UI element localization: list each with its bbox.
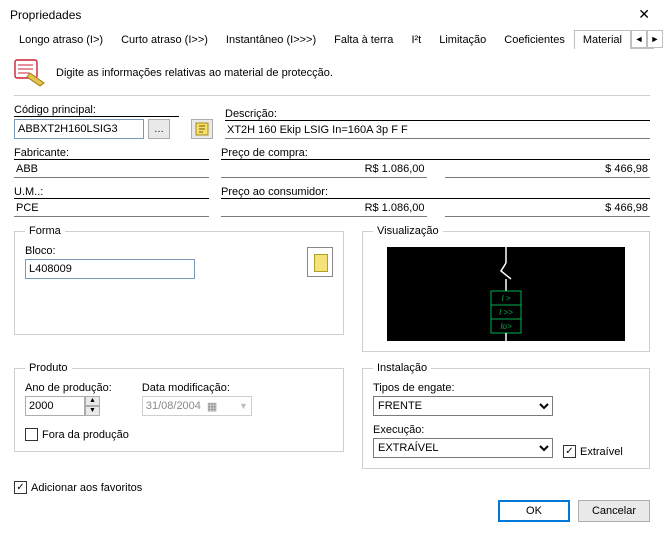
ano-label: Ano de produção: [25, 382, 112, 394]
browse-button[interactable]: … [148, 119, 170, 139]
instalacao-legend: Instalação [373, 362, 431, 374]
tipos-engate-label: Tipos de engate: [373, 382, 639, 394]
svg-text:Io>: Io> [500, 322, 512, 331]
checkbox-box: ✓ [14, 481, 27, 494]
preco-compra-1: R$ 1.086,00 [221, 162, 427, 178]
ano-up[interactable]: ▲ [85, 396, 100, 406]
um-label: U.M..: [14, 186, 209, 199]
data-mod-value: 31/08/2004 [146, 400, 201, 412]
extraivel-checkbox[interactable]: ✓ Extraível [563, 445, 623, 458]
data-mod-field: 31/08/2004 ▦ ▼ [142, 396, 252, 416]
fora-producao-checkbox[interactable]: Fora da produção [25, 428, 333, 441]
preco-compra-2: $ 466,98 [445, 162, 651, 178]
cancel-button[interactable]: Cancelar [578, 500, 650, 522]
ok-button[interactable]: OK [498, 500, 570, 522]
intro-text: Digite as informações relativas ao mater… [56, 67, 333, 79]
execucao-select[interactable]: EXTRAÍVEL [373, 438, 553, 458]
tab-falta-terra[interactable]: Falta à terra [325, 30, 402, 49]
favoritos-checkbox[interactable]: ✓ Adicionar aos favoritos [14, 481, 142, 494]
link-icon-button[interactable] [191, 119, 213, 139]
descricao-value: XT2H 160 Ekip LSIG In=160A 3p F F [225, 123, 650, 139]
descricao-label: Descrição: [225, 108, 650, 121]
tab-scroll-left[interactable]: ◄ [631, 30, 647, 48]
fabricante-label: Fabricante: [14, 147, 209, 160]
produto-legend: Produto [25, 362, 72, 374]
ano-down[interactable]: ▼ [85, 406, 100, 416]
execucao-label: Execução: [373, 424, 553, 436]
bloco-label: Bloco: [25, 245, 195, 257]
svg-text:I >>: I >> [499, 308, 513, 317]
material-icon [14, 59, 46, 87]
tab-limitacao[interactable]: Limitação [430, 30, 495, 49]
separator [14, 95, 650, 96]
block-preview-icon [307, 247, 333, 277]
tab-instantaneo[interactable]: Instantâneo (I>>>) [217, 30, 325, 49]
tab-i2t[interactable]: I²t [402, 30, 430, 49]
preco-cons-2: $ 466,98 [445, 201, 651, 217]
tab-material[interactable]: Material [574, 30, 631, 49]
tab-coeficientes[interactable]: Coeficientes [495, 30, 574, 49]
tab-longo-atraso[interactable]: Longo atraso (I>) [10, 30, 112, 49]
um-value: PCE [14, 201, 209, 217]
codigo-label: Código principal: [14, 104, 179, 117]
visual-legend: Visualização [373, 225, 443, 237]
fabricante-value: ABB [14, 162, 209, 178]
data-mod-label: Data modificação: [142, 382, 252, 394]
preco-cons-1: R$ 1.086,00 [221, 201, 427, 217]
tipos-engate-select[interactable]: FRENTE [373, 396, 553, 416]
tab-curto-atraso[interactable]: Curto atraso (I>>) [112, 30, 217, 49]
svg-text:I >: I > [501, 294, 510, 303]
checkbox-box: ✓ [563, 445, 576, 458]
close-icon[interactable]: ✕ [632, 6, 656, 23]
tab-scroll-right[interactable]: ► [647, 30, 663, 48]
checkbox-box [25, 428, 38, 441]
symbol-preview: I > I >> Io> [387, 247, 625, 341]
window-title: Propriedades [10, 8, 81, 22]
forma-legend: Forma [25, 225, 65, 237]
favoritos-label: Adicionar aos favoritos [31, 482, 142, 494]
preco-compra-label: Preço de compra: [221, 147, 650, 160]
bloco-input[interactable] [25, 259, 195, 279]
preco-cons-label: Preço ao consumidor: [221, 186, 650, 199]
codigo-input[interactable] [14, 119, 144, 139]
fora-producao-label: Fora da produção [42, 429, 129, 441]
ano-input[interactable] [25, 396, 85, 416]
ano-spinner[interactable]: ▲ ▼ [25, 396, 112, 416]
extraivel-label: Extraível [580, 446, 623, 458]
tab-strip: Longo atraso (I>) Curto atraso (I>>) Ins… [10, 29, 654, 49]
